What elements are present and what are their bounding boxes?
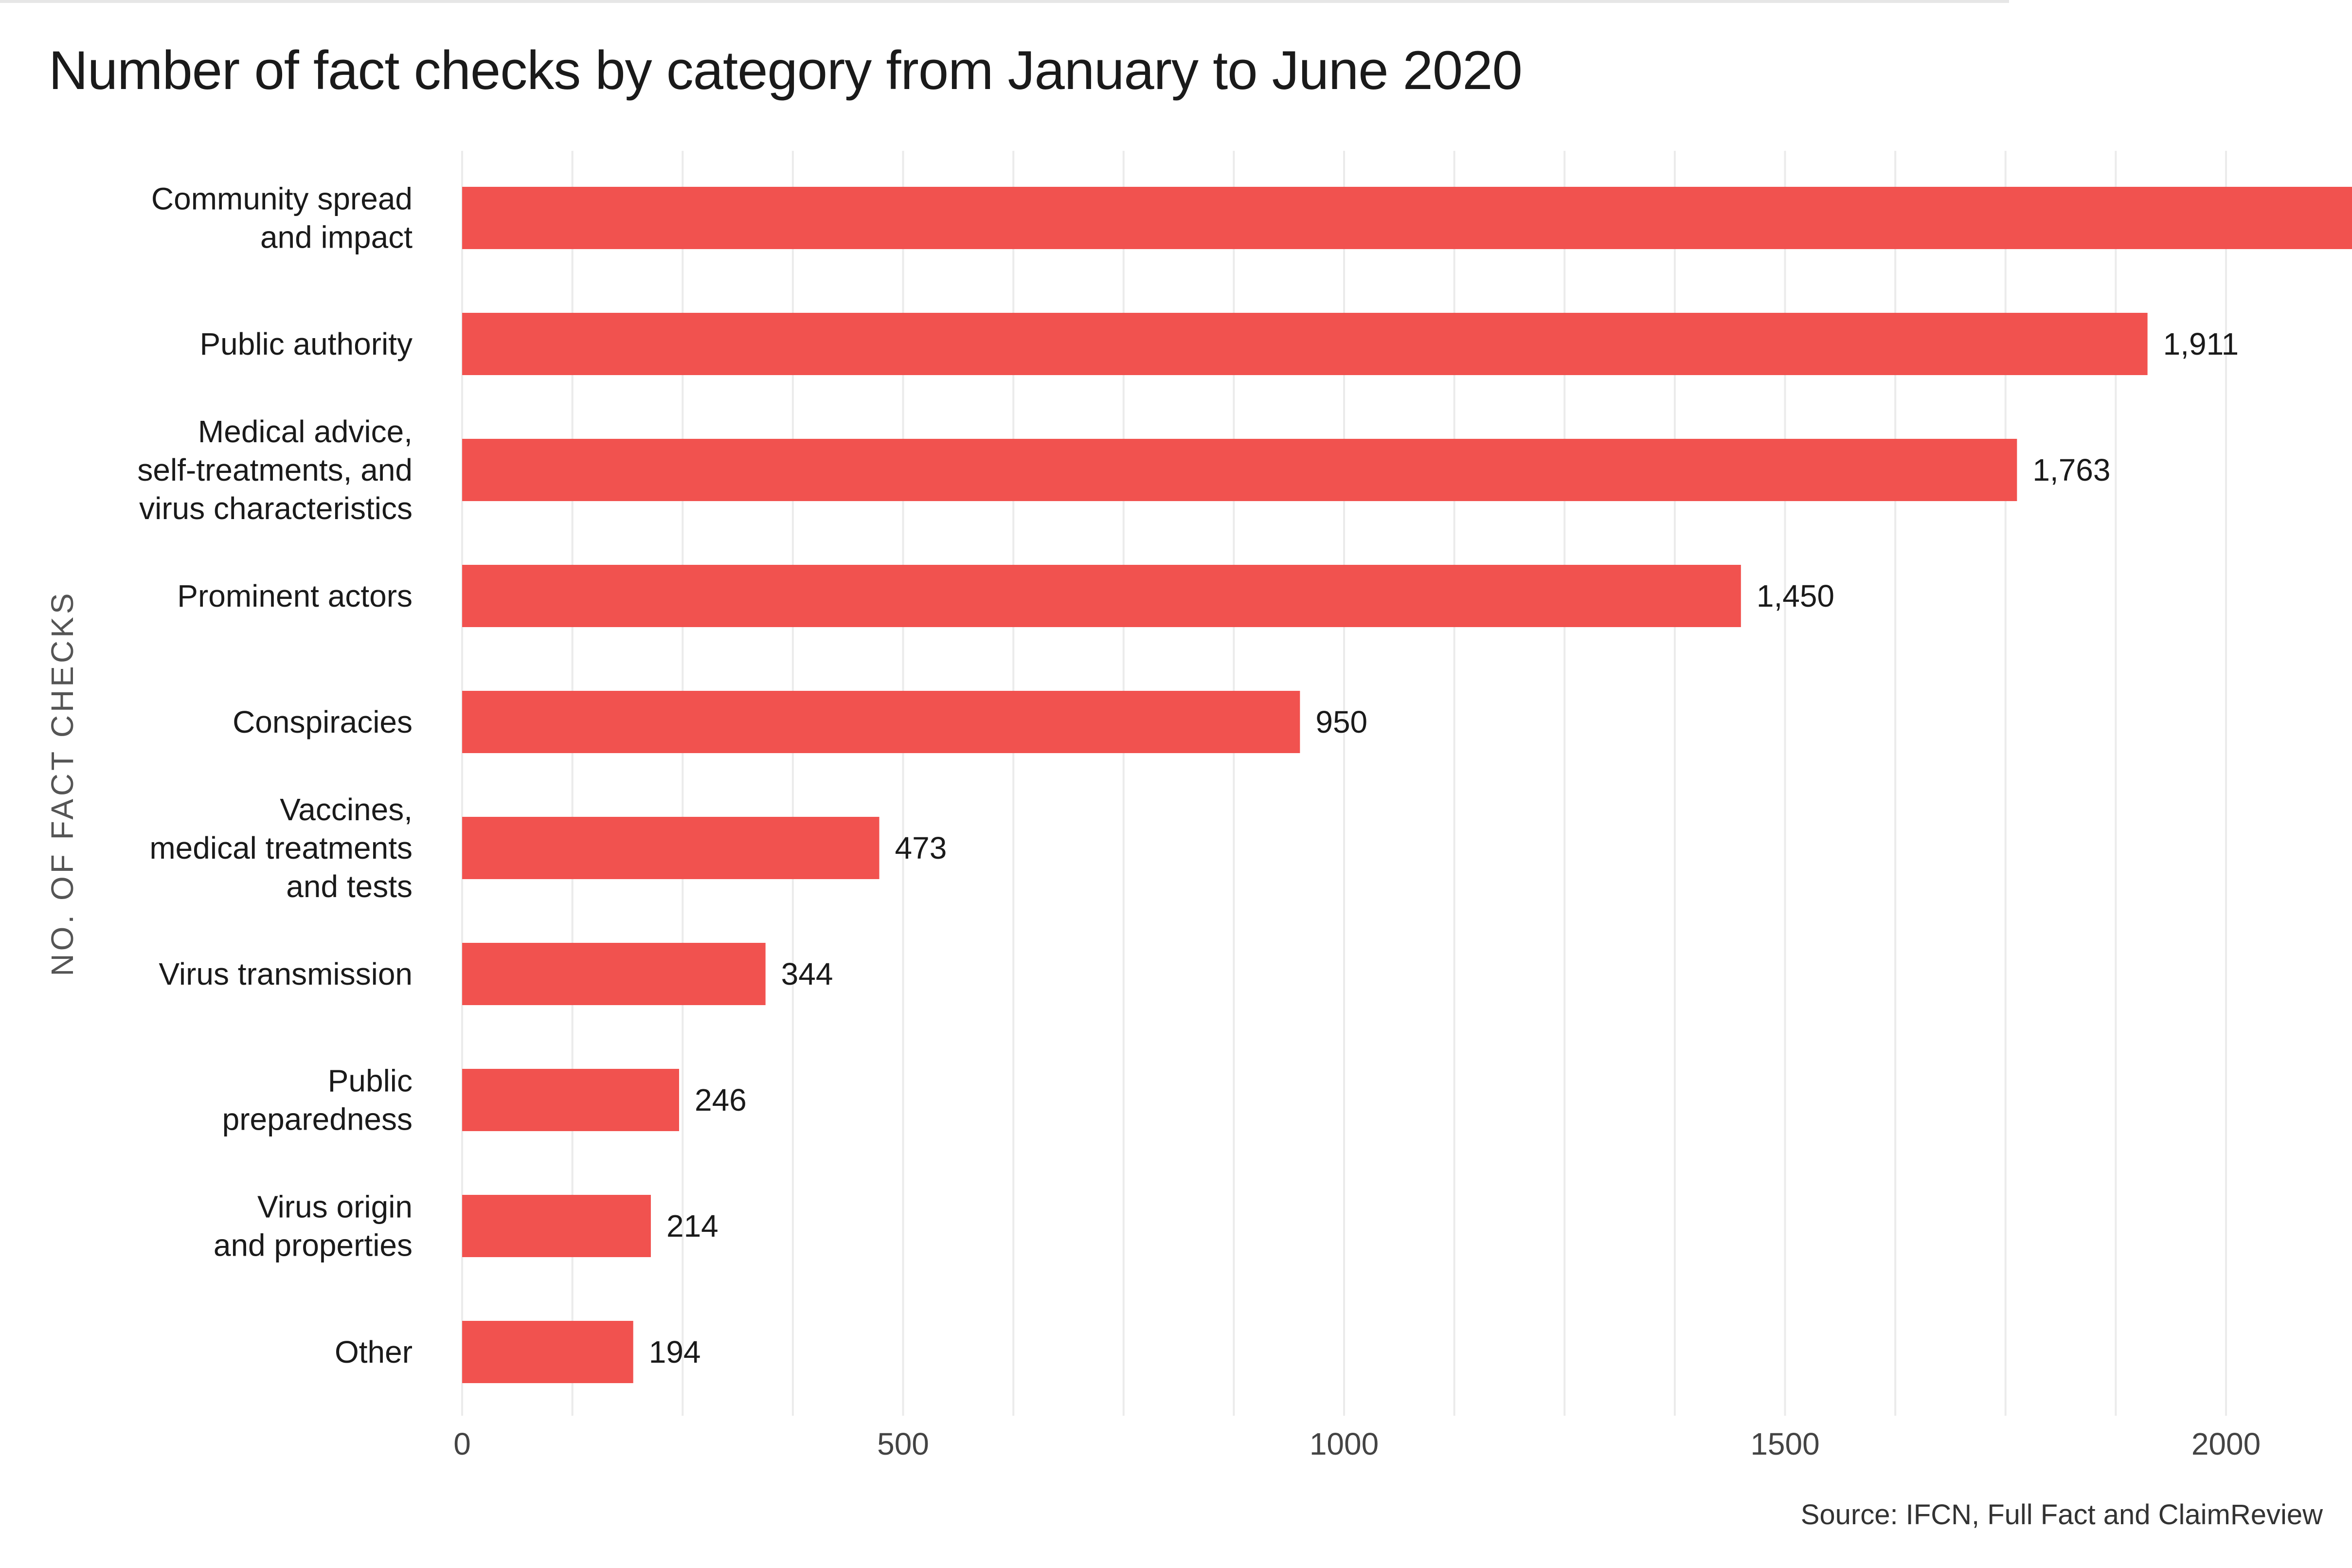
x-tick-label: 1500 <box>1750 1426 1819 1461</box>
category-label: and tests <box>286 869 413 904</box>
x-tick-label: 1000 <box>1310 1426 1379 1461</box>
x-tick-label: 0 <box>453 1426 471 1461</box>
category-label: Other <box>335 1334 413 1370</box>
category-label: Medical advice, <box>198 414 413 449</box>
bar <box>462 1321 633 1383</box>
bar <box>462 439 2017 501</box>
category-label: Vaccines, <box>280 792 413 827</box>
bar <box>462 691 1300 753</box>
bar <box>462 313 2148 375</box>
category-label: Community spread <box>151 181 413 216</box>
category-label: and properties <box>214 1228 413 1263</box>
category-label: virus characteristics <box>139 491 413 526</box>
bar <box>462 1069 679 1131</box>
category-label: Virus transmission <box>159 956 413 991</box>
value-label: 1,450 <box>1757 578 1834 613</box>
category-label: self-treatments, and <box>137 452 413 487</box>
category-label: preparedness <box>222 1102 413 1137</box>
y-axis-title: NO. OF FACT CHECKS <box>45 590 80 976</box>
value-label: 1,763 <box>2032 452 2110 487</box>
value-label: 194 <box>649 1334 701 1370</box>
bar <box>462 943 766 1005</box>
value-label: 950 <box>1315 704 1367 739</box>
value-label: 1,911 <box>2163 326 2239 361</box>
category-label: Public authority <box>199 326 413 361</box>
chart-title: Number of fact checks by category from J… <box>49 40 1523 101</box>
value-label: 473 <box>895 830 947 865</box>
bar <box>462 565 1741 627</box>
source-note: Source: IFCN, Full Fact and ClaimReview <box>1800 1499 2323 1531</box>
category-label: Conspiracies <box>233 704 413 739</box>
category-label: Public <box>328 1063 413 1099</box>
x-tick-label: 2000 <box>2191 1426 2261 1461</box>
category-label: Virus origin <box>257 1190 413 1225</box>
category-label: and impact <box>260 220 413 255</box>
value-label: 344 <box>781 956 833 991</box>
top-rule <box>0 0 2009 3</box>
bar <box>462 1195 651 1257</box>
category-label: Prominent actors <box>177 578 413 613</box>
category-label: medical treatments <box>149 830 413 865</box>
bar <box>462 187 2352 249</box>
bar <box>462 817 880 879</box>
value-label: 246 <box>695 1082 747 1117</box>
value-label: 214 <box>666 1208 718 1244</box>
x-tick-label: 500 <box>877 1426 929 1461</box>
